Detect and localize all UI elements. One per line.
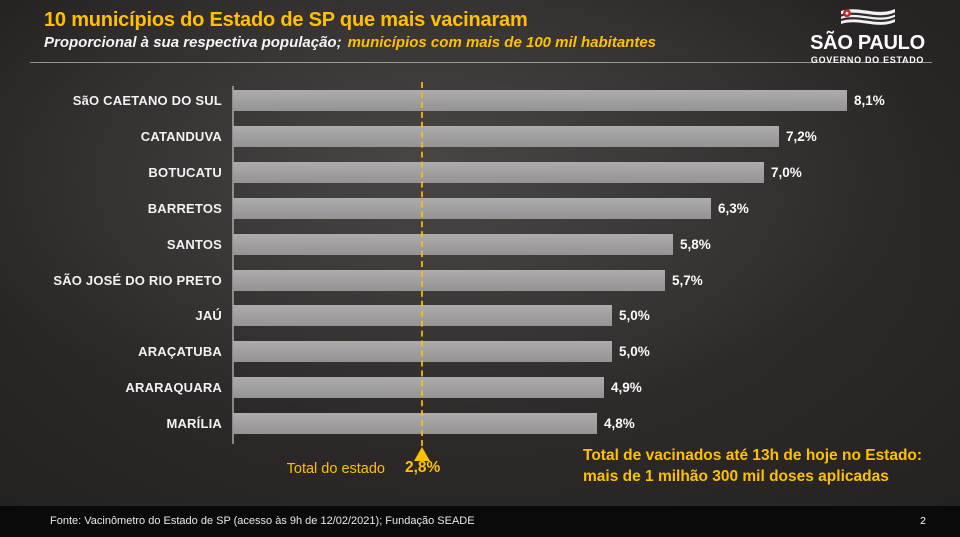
category-label: JAÚ [195, 308, 222, 324]
bar-row: ARAÇATUBA 5,0% [0, 341, 960, 363]
footer-bar: Fonte: Vacinômetro do Estado de SP (aces… [0, 506, 960, 537]
category-label: MARÍLIA [166, 416, 222, 432]
page-title: 10 municípios do Estado de SP que mais v… [44, 9, 528, 31]
category-label: BOTUCATU [148, 164, 222, 180]
reference-line [421, 82, 423, 446]
value-label: 5,0% [619, 344, 650, 360]
value-label: 7,0% [771, 164, 802, 180]
reference-label: Total do estado [286, 461, 385, 477]
triangle-up-icon [414, 447, 430, 461]
value-label: 8,1% [854, 93, 885, 108]
bar-row: SANTOS 5,8% [0, 233, 960, 255]
value-label: 4,9% [611, 380, 642, 396]
category-label: ARARAQUARA [125, 380, 222, 396]
logo-title: SÃO PAULO [810, 32, 925, 54]
bar-row: BOTUCATU 7,0% [0, 161, 960, 183]
reference-value: 2,8% [405, 459, 441, 476]
category-label: ARAÇATUBA [138, 344, 222, 360]
subtitle: Proporcional à sua respectiva população;… [44, 34, 656, 51]
bar [233, 90, 847, 111]
bar [233, 269, 665, 291]
bar [233, 413, 597, 435]
bar [233, 233, 673, 255]
total-annotation: Total de vacinados até 13h de hoje no Es… [583, 445, 922, 487]
bar [233, 125, 779, 147]
category-label: SãO CAETANO DO SUL [72, 93, 222, 108]
sao-paulo-flag-icon [840, 9, 895, 25]
bar-row: ARARAQUARA 4,9% [0, 377, 960, 399]
category-label: SÃO JOSÉ DO RIO PRETO [53, 272, 222, 288]
bar-row: CATANDUVA 7,2% [0, 125, 960, 147]
bar-row: MARÍLIA 4,8% [0, 413, 960, 435]
source-text: Fonte: Vacinômetro do Estado de SP (aces… [50, 515, 475, 527]
bar [233, 377, 604, 399]
annotation-line1: Total de vacinados até 13h de hoje no Es… [583, 447, 923, 464]
value-label: 4,8% [604, 416, 635, 432]
bar [233, 161, 764, 183]
logo-subtitle: GOVERNO DO ESTADO [810, 55, 925, 65]
bar-row: JAÚ 5,0% [0, 305, 960, 327]
annotation-line2: mais de 1 milhão 300 mil doses aplicadas [583, 468, 889, 485]
category-label: CATANDUVA [140, 128, 222, 144]
axis-line [232, 86, 234, 444]
value-label: 5,0% [619, 308, 650, 324]
bar [233, 197, 711, 219]
bar-row: SÃO JOSÉ DO RIO PRETO 5,7% [0, 269, 960, 291]
bar-row: SãO CAETANO DO SUL 8,1% [0, 90, 960, 111]
value-label: 5,7% [672, 272, 703, 288]
header-divider [30, 62, 932, 63]
page-number: 2 [920, 515, 926, 527]
bar-row: BARRETOS 6,3% [0, 197, 960, 219]
sp-government-logo: SÃO PAULO GOVERNO DO ESTADO [805, 6, 930, 65]
value-label: 7,2% [786, 128, 817, 144]
value-label: 6,3% [718, 200, 749, 216]
category-label: SANTOS [166, 236, 222, 252]
category-label: BARRETOS [147, 200, 222, 216]
subtitle-text: Proporcional à sua respectiva população; [44, 34, 342, 51]
subtitle-highlight: municípios com mais de 100 mil habitante… [347, 34, 657, 51]
value-label: 5,8% [680, 236, 711, 252]
